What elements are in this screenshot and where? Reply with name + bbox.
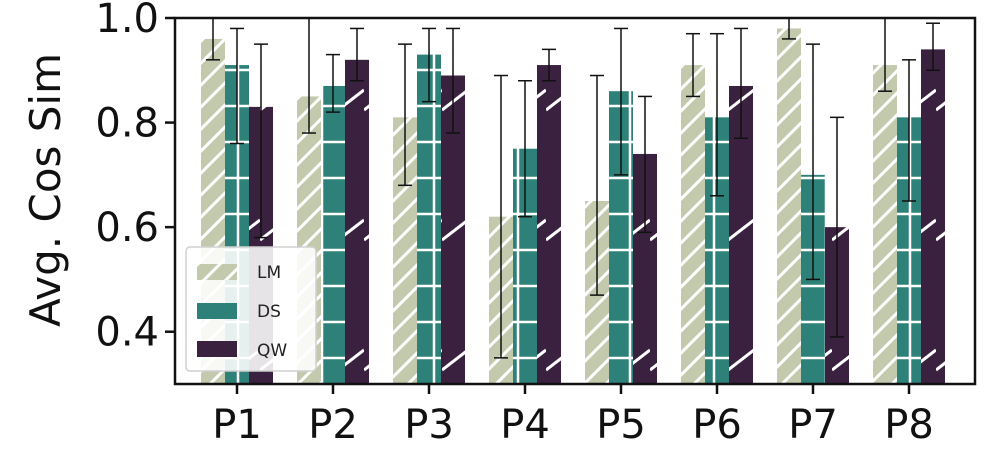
error-bar-ds-p6 xyxy=(710,32,724,197)
x-axis: P1 P2 P3 P4 P5 P6 P7 P8 xyxy=(212,384,934,448)
error-bar-qw-p5 xyxy=(638,95,652,234)
y-tick-label: 0.6 xyxy=(95,205,159,251)
error-bar-lm-p6 xyxy=(686,32,700,98)
legend-label-qw: QW xyxy=(257,341,287,361)
error-bar-ds-p3 xyxy=(422,27,436,103)
error-bar-lm-p3 xyxy=(398,43,412,187)
x-tick-label-p7: P7 xyxy=(788,402,838,448)
error-bar-qw-p8 xyxy=(926,22,940,72)
x-tick-label-p4: P4 xyxy=(500,402,550,448)
x-tick-label-p2: P2 xyxy=(308,402,358,448)
error-bar-qw-p6 xyxy=(734,27,748,140)
y-tick-label: 0.8 xyxy=(95,101,159,147)
bar-ds-p2 xyxy=(321,85,345,384)
x-tick-label-p5: P5 xyxy=(596,402,646,448)
legend-label-lm: LM xyxy=(257,263,281,283)
x-tick-label-p1: P1 xyxy=(212,402,262,448)
legend-swatch-ds xyxy=(197,303,237,319)
bar-lm-p7 xyxy=(777,28,801,384)
bar-lm-p8 xyxy=(873,65,897,385)
error-bar-ds-p2 xyxy=(326,53,340,113)
bar-qw-p4 xyxy=(537,65,561,385)
bar-qw-p2 xyxy=(345,59,369,384)
bar-qw-p8 xyxy=(921,49,945,384)
error-bar-qw-p7 xyxy=(830,116,844,338)
error-bar-ds-p4 xyxy=(518,79,532,218)
legend-swatch-qw xyxy=(197,341,237,357)
x-tick-label-p8: P8 xyxy=(884,402,934,448)
y-axis: 0.4 0.6 0.8 1.0 xyxy=(95,0,175,356)
error-bar-qw-p3 xyxy=(446,27,460,134)
plot-frame xyxy=(173,16,977,386)
x-tick-label-p3: P3 xyxy=(404,402,454,448)
y-axis-title: Avg. Cos Sim xyxy=(21,53,70,327)
error-bar-lm-p5 xyxy=(590,74,604,296)
x-tick-label-p6: P6 xyxy=(692,402,742,448)
error-bar-ds-p1 xyxy=(230,27,244,145)
error-bar-ds-p8 xyxy=(902,59,916,202)
legend-swatch-lm xyxy=(197,264,237,280)
bar-ds-p3 xyxy=(417,54,441,384)
plot-marks xyxy=(201,17,945,385)
error-bar-lm-p4 xyxy=(494,74,508,359)
error-bar-qw-p1 xyxy=(254,43,268,239)
legend-label-ds: DS xyxy=(257,302,281,322)
error-bar-qw-p2 xyxy=(350,27,364,82)
error-bar-qw-p4 xyxy=(542,48,556,82)
legend: LM DS QW xyxy=(185,246,317,372)
y-tick-label: 0.4 xyxy=(95,310,159,356)
y-tick-label: 1.0 xyxy=(95,0,159,42)
bar-lm-p6 xyxy=(681,65,705,385)
error-bar-ds-p7 xyxy=(806,43,820,281)
error-bar-ds-p5 xyxy=(614,27,628,176)
